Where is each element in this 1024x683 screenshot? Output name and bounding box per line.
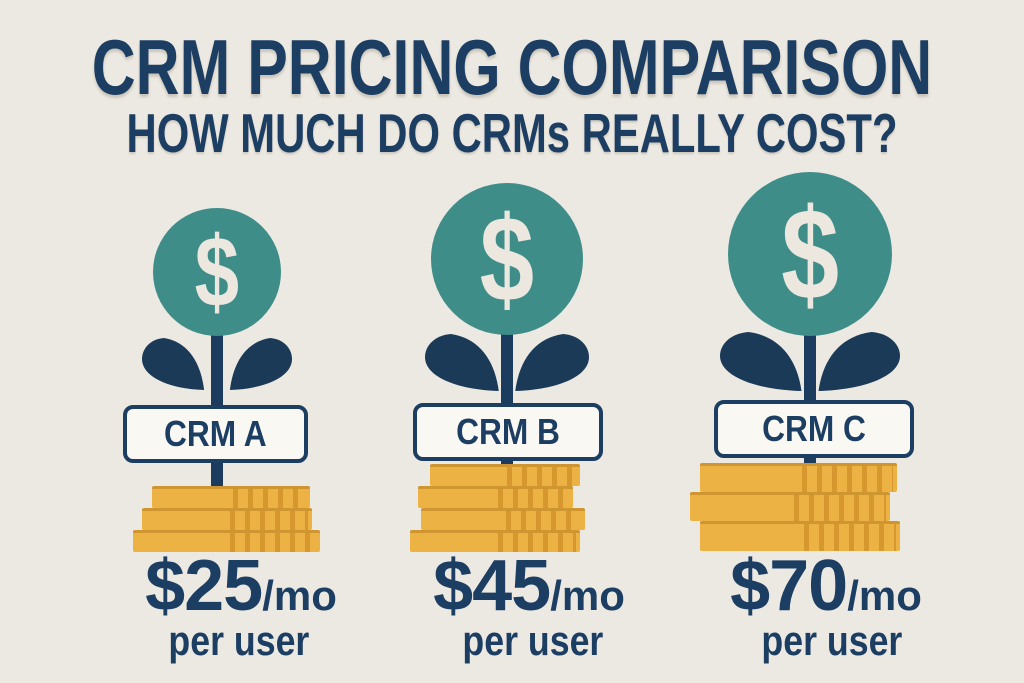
price-period: /mo: [550, 572, 625, 619]
left-leaf-icon: [425, 334, 501, 391]
crm-b-sign-label: CRM B: [456, 411, 560, 452]
coin-icon: [700, 463, 897, 492]
dollar-sign-icon: $: [194, 216, 240, 328]
crm-a-price-unit: per user: [168, 617, 310, 664]
left-leaf-icon: [720, 332, 804, 391]
coin-stack-icon: [337, 0, 677, 683]
coin-icon: [421, 508, 585, 530]
crm-a-price: $25/mo: [71, 550, 411, 640]
dollar-coin-icon: $: [728, 172, 892, 336]
plant-stem: [211, 460, 223, 488]
right-leaf-icon: [228, 338, 292, 390]
coin-icon: [430, 464, 580, 486]
crm-b-column: $ CRM B $45/mo per user: [337, 0, 677, 683]
dollar-sign-icon: $: [479, 191, 535, 327]
coin-icon: [133, 530, 320, 552]
page-title: CRM PRICING COMPARISON: [91, 23, 933, 111]
plant-stem: [804, 455, 816, 466]
coin-icon: [410, 530, 580, 552]
coin-icon: [418, 486, 573, 508]
price-amount: $25: [145, 546, 263, 626]
dollar-sign-icon: $: [781, 181, 839, 327]
crm-b-price: $45/mo: [359, 550, 699, 640]
crm-a-column: $ CRM A $25/mo per user: [47, 0, 387, 683]
crm-c-price: $70/mo: [656, 550, 996, 640]
right-leaf-icon: [816, 332, 900, 391]
coin-icon: [142, 508, 312, 530]
right-leaf-icon: [513, 334, 589, 391]
price-period: /mo: [262, 572, 337, 619]
coin-icon: [690, 492, 890, 521]
plant-stem: [501, 458, 513, 468]
coin-stack-icon: [640, 0, 980, 683]
crm-a-sign: CRM A: [123, 405, 308, 463]
crm-c-price-unit: per user: [761, 617, 903, 664]
price-amount: $45: [433, 546, 551, 626]
crm-b-sign: CRM B: [413, 403, 603, 461]
crm-c-sign-label: CRM C: [762, 408, 866, 449]
crm-b-price-unit: per user: [462, 617, 604, 664]
dollar-coin-icon: $: [431, 183, 583, 335]
coin-icon: [152, 486, 310, 508]
price-amount: $70: [730, 546, 848, 626]
coin-stack-icon: [47, 0, 387, 683]
page-subtitle: HOW MUCH DO CRMs REALLY COST?: [126, 102, 898, 164]
crm-c-column: $ CRM C $70/mo per user: [640, 0, 980, 683]
dollar-coin-icon: $: [153, 208, 281, 336]
price-period: /mo: [847, 572, 922, 619]
left-leaf-icon: [142, 338, 206, 390]
crm-a-sign-label: CRM A: [164, 413, 267, 454]
crm-c-sign: CRM C: [714, 400, 914, 458]
coin-icon: [700, 521, 900, 551]
